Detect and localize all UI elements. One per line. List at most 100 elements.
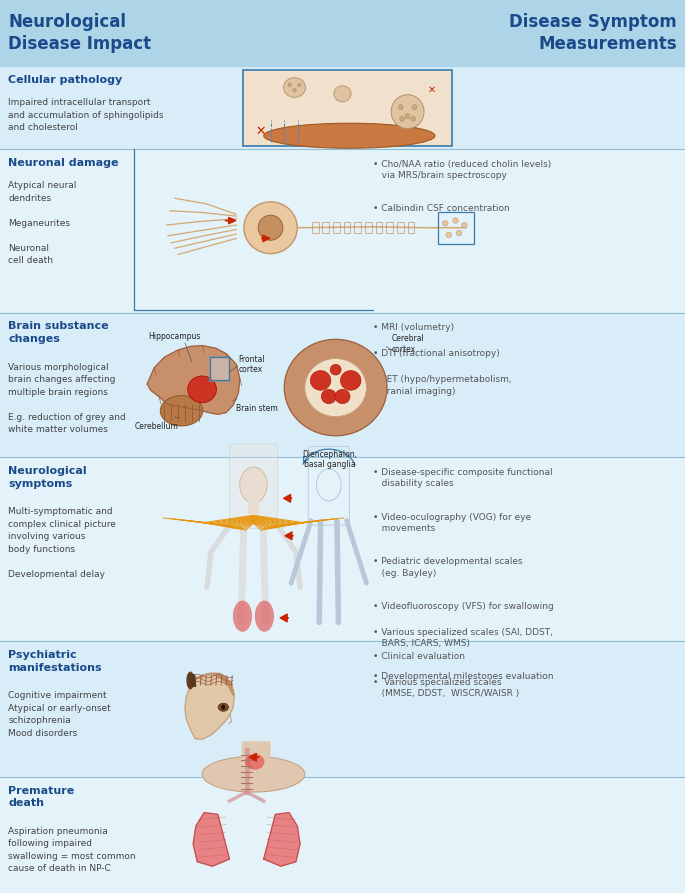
- Ellipse shape: [406, 113, 410, 119]
- Polygon shape: [190, 673, 234, 695]
- Text: • Videofluoroscopy (VFS) for swallowing: • Videofluoroscopy (VFS) for swallowing: [373, 602, 554, 611]
- Text: Neuronal damage: Neuronal damage: [8, 158, 119, 168]
- Ellipse shape: [412, 104, 416, 110]
- Text: Multi-symptomatic and
complex clinical picture
involving various
body functions
: Multi-symptomatic and complex clinical p…: [8, 507, 116, 579]
- Text: ✕: ✕: [255, 125, 266, 138]
- Bar: [438, 212, 474, 244]
- Ellipse shape: [310, 371, 331, 390]
- Text: • Calbindin CSF concentration: • Calbindin CSF concentration: [373, 204, 510, 213]
- Bar: [248, 497, 259, 514]
- Ellipse shape: [398, 104, 403, 110]
- Bar: [386, 222, 393, 233]
- Bar: [333, 222, 340, 233]
- Ellipse shape: [233, 601, 252, 632]
- Bar: [0, 777, 685, 893]
- Text: Hippocampus: Hippocampus: [149, 332, 201, 341]
- Ellipse shape: [245, 754, 264, 770]
- Text: Impaired intracellular transport
and accumulation of sphingolipids
and cholester: Impaired intracellular transport and acc…: [8, 98, 164, 132]
- Bar: [365, 222, 372, 233]
- Text: • Cho/NAA ratio (reduced cholin levels)
   via MRS/brain spectroscopy: • Cho/NAA ratio (reduced cholin levels) …: [373, 160, 551, 180]
- Text: Various morphological
brain changes affecting
multiple brain regions

E.g. reduc: Various morphological brain changes affe…: [8, 363, 126, 434]
- Polygon shape: [147, 346, 240, 414]
- Text: Atypical neural
dendrites

Meganeurites

Neuronal
cell death: Atypical neural dendrites Meganeurites N…: [8, 181, 77, 265]
- Bar: [0, 313, 685, 457]
- Text: • Developmental milestones evaluation: • Developmental milestones evaluation: [373, 672, 554, 681]
- Polygon shape: [264, 813, 300, 866]
- Polygon shape: [185, 675, 234, 739]
- Ellipse shape: [293, 88, 296, 92]
- Ellipse shape: [305, 359, 366, 416]
- Text: Frontal
cortex: Frontal cortex: [238, 355, 265, 374]
- Text: • DTI (fractional anisotropy): • DTI (fractional anisotropy): [373, 349, 500, 358]
- Bar: [375, 222, 382, 233]
- Ellipse shape: [298, 83, 301, 87]
- Bar: [397, 222, 403, 233]
- Ellipse shape: [264, 123, 435, 148]
- Ellipse shape: [188, 376, 216, 403]
- Text: Disease Symptom
Measurements: Disease Symptom Measurements: [509, 13, 677, 53]
- Text: • Clinical evaluation: • Clinical evaluation: [373, 652, 465, 661]
- Ellipse shape: [446, 232, 451, 238]
- Ellipse shape: [330, 364, 341, 375]
- Ellipse shape: [443, 221, 448, 226]
- Ellipse shape: [391, 95, 424, 129]
- Bar: [408, 222, 414, 233]
- Ellipse shape: [221, 705, 225, 710]
- Ellipse shape: [258, 215, 283, 240]
- Text: Neurological
Disease Impact: Neurological Disease Impact: [8, 13, 151, 53]
- Polygon shape: [193, 813, 229, 866]
- Ellipse shape: [284, 339, 387, 436]
- FancyBboxPatch shape: [242, 741, 271, 772]
- Ellipse shape: [456, 230, 462, 236]
- Text: Aspiration pneumonia
following impaired
swallowing = most common
cause of death : Aspiration pneumonia following impaired …: [8, 827, 136, 873]
- Ellipse shape: [399, 116, 404, 121]
- Ellipse shape: [284, 78, 306, 97]
- Ellipse shape: [288, 83, 291, 87]
- Ellipse shape: [160, 396, 203, 426]
- Text: Neurological
symptoms: Neurological symptoms: [8, 466, 87, 488]
- Text: Cellular pathology: Cellular pathology: [8, 75, 123, 85]
- Text: Brain stem: Brain stem: [236, 404, 278, 413]
- Text: •  Various specialized scales
   (MMSE, DDST,  WISCR/WAISR ): • Various specialized scales (MMSE, DDST…: [373, 678, 520, 698]
- Text: • Various specialized scales (SAI, DDST,
   BARS, ICARS, WMS): • Various specialized scales (SAI, DDST,…: [373, 628, 553, 648]
- Text: • Video-oculography (VOG) for eye
   movements: • Video-oculography (VOG) for eye moveme…: [373, 513, 532, 533]
- Bar: [0, 66, 685, 149]
- Text: Psychiatric
manifestations: Psychiatric manifestations: [8, 650, 102, 672]
- Bar: [243, 70, 452, 146]
- Ellipse shape: [462, 222, 467, 228]
- Text: ✕: ✕: [427, 84, 436, 95]
- Bar: [0, 149, 685, 313]
- Text: Brain substance
changes: Brain substance changes: [8, 321, 109, 344]
- Ellipse shape: [453, 218, 458, 223]
- Text: Premature
death: Premature death: [8, 786, 75, 808]
- Text: Cerebral
cortex: Cerebral cortex: [392, 334, 425, 354]
- Ellipse shape: [334, 86, 351, 102]
- Ellipse shape: [340, 371, 361, 390]
- Text: Diencephalon,
basal ganglia: Diencephalon, basal ganglia: [303, 450, 358, 470]
- Bar: [0, 641, 685, 777]
- Text: • PET (hypo/hypermetabolism,
   cranial imaging): • PET (hypo/hypermetabolism, cranial ima…: [373, 375, 512, 396]
- Text: Cognitive impairment
Atypical or early-onset
schizophrenia
Mood disorders: Cognitive impairment Atypical or early-o…: [8, 691, 111, 738]
- Ellipse shape: [218, 704, 228, 711]
- Ellipse shape: [244, 202, 297, 254]
- Ellipse shape: [411, 116, 415, 121]
- Ellipse shape: [321, 389, 336, 404]
- Ellipse shape: [202, 756, 305, 792]
- Ellipse shape: [335, 389, 350, 404]
- Text: • MRI (volumetry): • MRI (volumetry): [373, 323, 454, 332]
- Bar: [354, 222, 361, 233]
- FancyBboxPatch shape: [229, 444, 277, 529]
- Bar: [210, 357, 229, 380]
- Bar: [344, 222, 351, 233]
- Text: Cerebellum: Cerebellum: [134, 422, 178, 431]
- Ellipse shape: [240, 467, 267, 503]
- Text: • Pediatric developmental scales
   (eg. Bayley): • Pediatric developmental scales (eg. Ba…: [373, 557, 523, 578]
- Bar: [312, 222, 319, 233]
- Bar: [209, 356, 229, 381]
- Bar: [0, 0, 685, 66]
- Ellipse shape: [255, 601, 274, 632]
- Text: • Disease-specific composite functional
   disability scales: • Disease-specific composite functional …: [373, 468, 553, 488]
- Bar: [0, 457, 685, 641]
- Bar: [323, 222, 329, 233]
- Ellipse shape: [186, 672, 195, 689]
